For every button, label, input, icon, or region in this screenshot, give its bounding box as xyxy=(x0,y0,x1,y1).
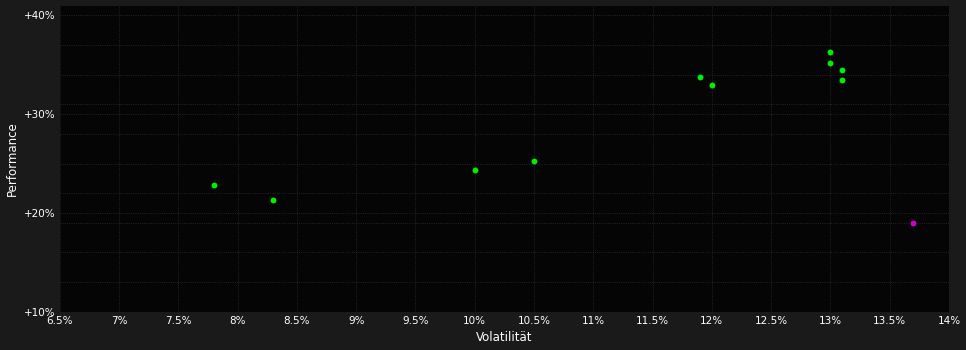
Point xyxy=(835,67,850,72)
Point xyxy=(266,197,281,203)
Point xyxy=(704,82,720,88)
Point xyxy=(835,77,850,83)
X-axis label: Volatilität: Volatilität xyxy=(476,331,532,344)
Point xyxy=(693,74,708,79)
Point xyxy=(467,168,482,173)
Point xyxy=(526,158,542,163)
Point xyxy=(905,220,921,226)
Point xyxy=(207,182,222,188)
Y-axis label: Performance: Performance xyxy=(6,121,18,196)
Point xyxy=(823,49,838,55)
Point xyxy=(823,60,838,66)
